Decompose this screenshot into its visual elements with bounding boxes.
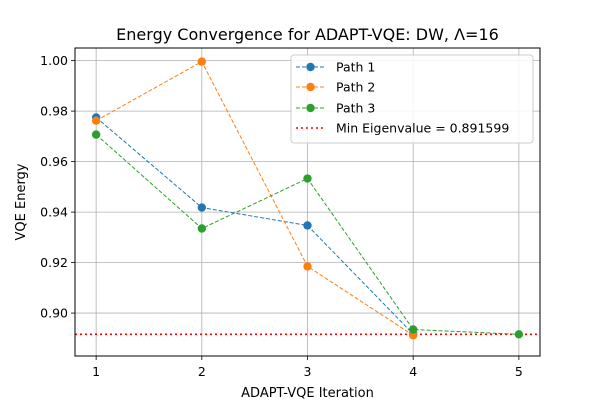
legend-frame: [290, 54, 534, 144]
legend-min-eigenvalue-label: Min Eigenvalue = 0.891599: [336, 121, 509, 136]
legend-path-1-label: Path 1: [336, 60, 375, 75]
path-3-point: [408, 325, 418, 334]
y-axis-label: VQE Energy: [14, 163, 29, 240]
y-tick-label: 0.92: [40, 255, 68, 270]
path-2-point: [91, 116, 101, 125]
x-tick-label: 2: [198, 364, 206, 379]
path-3-point: [197, 224, 207, 233]
path-1-point: [303, 221, 312, 230]
x-ticks: 1 2 3 4 5: [92, 356, 523, 379]
y-tick-label: 0.94: [40, 205, 68, 220]
legend: Path 1 Path 2 Path 3 Min Eigenvalue = 0.891…: [290, 54, 534, 144]
y-ticks: 0.90 0.92 0.94 0.96 0.98 1.00: [40, 53, 75, 321]
x-axis-label: ADAPT-VQE Iteration: [241, 386, 374, 400]
path-1-line: [95, 117, 414, 335]
series-group: [91, 57, 524, 340]
legend-path-2-label: Path 2: [336, 80, 375, 95]
x-tick-label: 4: [409, 364, 417, 379]
path-2-line: [95, 60, 414, 336]
path-3-point: [91, 130, 101, 139]
legend-path-3-label: Path 3: [336, 101, 375, 116]
x-tick-label: 1: [92, 364, 100, 379]
path-2-point: [303, 262, 312, 271]
legend-path-2-swatch-marker: [306, 82, 315, 92]
legend-path-1-swatch-marker: [306, 62, 315, 72]
path-3-point: [514, 330, 524, 339]
legend-path-3-swatch-marker: [306, 103, 315, 113]
y-tick-label: 1.00: [40, 53, 68, 68]
y-tick-label: 0.96: [40, 154, 68, 169]
chart-title: Energy Convergence for ADAPT-VQE: DW, Λ=…: [116, 25, 499, 44]
y-tick-label: 0.98: [40, 104, 68, 119]
x-tick-label: 3: [304, 364, 312, 379]
path-3-point: [303, 174, 312, 183]
path-2-point: [408, 331, 418, 340]
path-1-point: [197, 203, 207, 212]
x-tick-label: 5: [515, 364, 523, 379]
path-2-point: [197, 57, 207, 66]
y-tick-label: 0.90: [40, 306, 68, 321]
